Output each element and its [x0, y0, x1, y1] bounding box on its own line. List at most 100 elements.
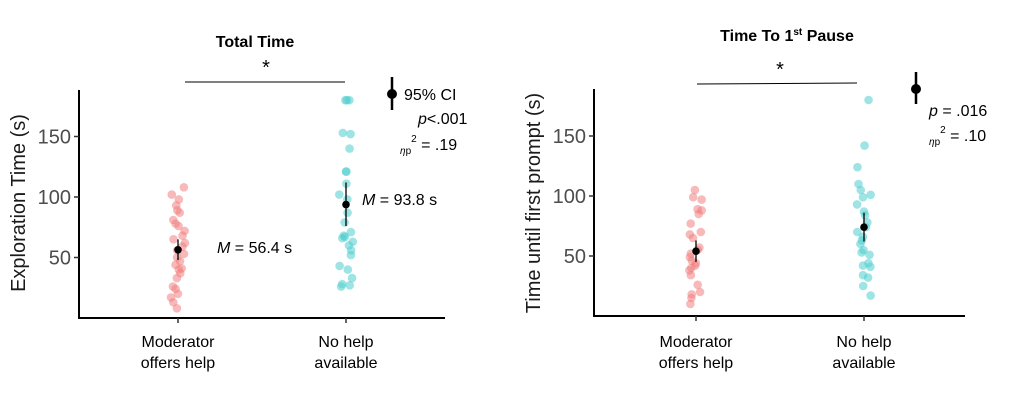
y-tick-label: 100	[38, 187, 71, 209]
mean-label-moderator: M = 56.4 s	[217, 240, 292, 257]
y-axis-label: Exploration Time (s)	[8, 114, 30, 292]
data-point	[858, 261, 868, 270]
mean-point	[174, 245, 182, 254]
data-point	[179, 249, 189, 259]
mean-point	[342, 200, 350, 209]
data-point	[860, 210, 870, 220]
panel-time-to-first-pause: Time To 1st Pause * Time until first pro…	[523, 27, 987, 372]
y-tick-label: 50	[49, 248, 71, 270]
chart-title-main: Time To 1	[720, 28, 793, 45]
data-point	[338, 233, 347, 243]
data-point	[697, 195, 706, 204]
data-point	[335, 261, 344, 271]
data-point	[346, 129, 355, 139]
mean-point	[692, 247, 700, 255]
legend-label: 95% CI	[404, 87, 456, 104]
x-tick-label-line2: available	[832, 355, 895, 372]
data-point	[173, 289, 183, 299]
mean-point	[860, 223, 868, 231]
x-tick-label-line2: offers help	[659, 355, 734, 372]
x-tick-label-line2: available	[314, 355, 377, 372]
significance-bracket	[696, 82, 858, 85]
data-point	[860, 141, 869, 150]
y-tick-label: 50	[564, 246, 586, 268]
chart-title-suffix: Pause	[802, 28, 854, 45]
data-point	[343, 265, 353, 274]
effect-size: ηp2 = .19	[400, 134, 457, 157]
data-point	[343, 208, 352, 218]
data-point	[696, 227, 706, 237]
data-point	[690, 185, 700, 195]
mean-label-no-help: M = 93.8 s	[362, 192, 437, 209]
p-symbol: p	[417, 111, 427, 128]
data-point	[686, 270, 696, 280]
y-tick-label: 150	[553, 126, 586, 148]
data-point	[336, 282, 346, 291]
y-tick-label: 100	[553, 186, 586, 208]
eta-superscript: 2	[411, 134, 417, 145]
data-point	[167, 190, 177, 199]
data-point	[688, 233, 698, 243]
data-point	[852, 200, 862, 209]
legend-mean-dot	[387, 89, 397, 99]
effect-size: ηp2 = .10	[929, 125, 986, 148]
data-point	[858, 281, 868, 291]
panel-total-time: Total Time * Exploration Time (s) 50 100 1…	[8, 34, 467, 372]
chart-title-superscript: st	[793, 27, 803, 38]
data-point	[856, 185, 866, 195]
chart-title: Total Time	[216, 34, 295, 51]
data-point	[866, 262, 875, 272]
p-text: <.001	[427, 111, 468, 128]
data-point	[858, 192, 868, 202]
y-tick-label: 150	[38, 127, 71, 149]
data-point	[347, 273, 357, 283]
data-point	[686, 299, 695, 309]
eta-superscript: 2	[940, 125, 946, 136]
mean-label-value: = 56.4 s	[230, 240, 292, 257]
data-point	[688, 192, 698, 202]
mean-label-value: = 93.8 s	[375, 192, 437, 209]
mean-label-symbol: M	[217, 240, 231, 257]
significance-star: *	[776, 59, 784, 81]
data-point	[695, 287, 705, 297]
data-point	[169, 235, 178, 244]
eta-symbol: η	[929, 137, 935, 148]
eta-value: = .10	[946, 128, 987, 145]
data-point	[172, 304, 182, 313]
data-point	[865, 250, 874, 260]
data-point	[178, 231, 187, 241]
data-point	[866, 190, 875, 200]
data-point	[338, 128, 348, 138]
data-point	[346, 227, 356, 237]
x-tick-label-line1: Moderator	[660, 334, 734, 351]
chart-title: Time To 1st Pause	[720, 27, 854, 45]
data-point	[340, 218, 349, 227]
eta-symbol: η	[400, 146, 406, 157]
data-point	[694, 209, 703, 219]
p-symbol: p	[928, 103, 938, 120]
data-point	[863, 273, 873, 282]
data-point	[346, 250, 356, 260]
p-text: = .016	[938, 103, 987, 120]
data-point	[852, 227, 862, 237]
data-point	[686, 219, 695, 228]
data-point	[179, 183, 189, 192]
data-point	[864, 95, 873, 105]
mean-label-symbol: M	[362, 192, 376, 209]
data-point	[341, 95, 350, 105]
eta-subscript: p	[406, 146, 412, 157]
legend-mean-dot	[911, 84, 921, 94]
data-point	[334, 190, 344, 199]
p-value: p = .016	[928, 103, 987, 120]
data-point	[853, 162, 862, 172]
eta-subscript: p	[935, 137, 941, 148]
x-tick-label-line1: No help	[318, 334, 373, 351]
significance-star: *	[262, 57, 270, 79]
y-axis-label: Time until first prompt (s)	[523, 93, 545, 313]
data-point	[172, 273, 182, 283]
p-value: p<.001	[417, 111, 467, 128]
x-tick-label-line1: Moderator	[142, 334, 216, 351]
eta-value: = .19	[417, 137, 458, 154]
data-point	[175, 208, 185, 218]
